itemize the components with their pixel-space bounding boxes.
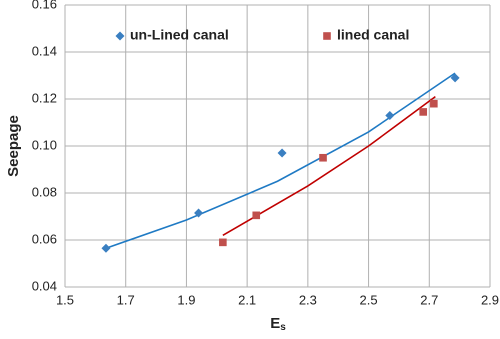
point	[419, 108, 428, 116]
legend-label: un-Lined canal	[130, 27, 229, 43]
point	[194, 208, 204, 218]
x-tick-label: 1.7	[117, 292, 135, 307]
point	[277, 148, 287, 158]
x-tick-label: 2.3	[299, 292, 317, 307]
point	[101, 243, 111, 253]
legend-label: lined canal	[337, 27, 409, 43]
point	[450, 73, 460, 83]
y-tick-label: 0.16	[32, 0, 57, 11]
legend-marker	[323, 32, 331, 40]
x-tick-label: 2.1	[238, 292, 256, 307]
x-tick-label: 2.7	[420, 292, 438, 307]
y-axis-title: Seepage	[5, 115, 22, 177]
legend-marker	[115, 31, 125, 41]
y-tick-label: 0.14	[32, 43, 57, 58]
x-axis-title-sub: s	[280, 322, 286, 333]
y-tick-label: 0.06	[32, 231, 57, 246]
y-tick-label: 0.08	[32, 184, 57, 199]
point	[430, 99, 438, 108]
x-tick-label: 1.9	[177, 292, 195, 307]
y-tick-label: 0.04	[32, 278, 57, 293]
x-tick-label: 2.9	[481, 292, 499, 307]
y-tick-label: 0.12	[32, 90, 57, 105]
x-axis-title: Es	[270, 315, 286, 333]
x-tick-label: 1.5	[56, 292, 74, 307]
point	[385, 110, 395, 120]
point	[319, 153, 327, 162]
trendline	[105, 72, 456, 249]
x-tick-label: 2.5	[360, 292, 378, 307]
trendline	[222, 96, 436, 236]
point	[252, 211, 261, 220]
point	[219, 238, 227, 247]
y-tick-label: 0.10	[32, 137, 57, 152]
x-axis-title-main: E	[270, 315, 280, 332]
